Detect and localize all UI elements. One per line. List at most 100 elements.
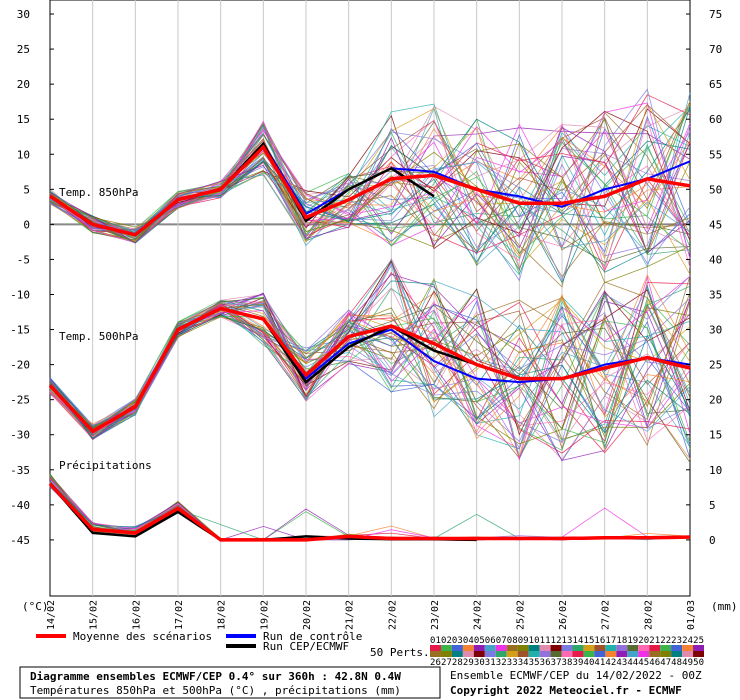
pert-swatch bbox=[671, 645, 683, 651]
panel-label: Temp. 500hPa bbox=[59, 330, 138, 343]
y-tick-label-right: 10 bbox=[709, 464, 722, 477]
title-line-2: Températures 850hPa et 500hPa (°C) , pré… bbox=[30, 684, 401, 697]
pert-swatch bbox=[682, 645, 694, 651]
pert-swatch bbox=[583, 645, 595, 651]
pert-swatch bbox=[561, 651, 573, 657]
pert-swatch bbox=[430, 651, 441, 657]
y-tick-label-right: 15 bbox=[709, 429, 722, 442]
y-unit-right: (mm) bbox=[711, 600, 738, 613]
ensemble-member-line bbox=[49, 140, 691, 284]
pert-swatch bbox=[451, 645, 463, 651]
y-tick-label-left: 10 bbox=[17, 148, 30, 161]
pert-swatch bbox=[649, 651, 661, 657]
pert-swatch bbox=[583, 651, 595, 657]
ensemble-member-line bbox=[49, 302, 691, 446]
pert-swatch bbox=[473, 645, 485, 651]
x-tick-label: 14/02 bbox=[46, 600, 57, 630]
pert-swatch bbox=[484, 651, 496, 657]
ensemble-member-line bbox=[49, 115, 691, 253]
title-box bbox=[19, 666, 441, 699]
y-unit-left: (°C) bbox=[22, 600, 49, 613]
pert-swatch bbox=[616, 645, 628, 651]
y-tick-label-left: 5 bbox=[23, 183, 30, 196]
legend-perts-label: 50 Perts. bbox=[370, 646, 430, 659]
ensemble-member-line bbox=[49, 127, 691, 242]
x-tick-label: 16/02 bbox=[131, 600, 142, 630]
y-tick-label-left: -40 bbox=[10, 499, 30, 512]
x-tick-label: 21/02 bbox=[345, 600, 356, 630]
x-tick-label: 20/02 bbox=[302, 600, 313, 630]
pert-swatch bbox=[594, 645, 606, 651]
y-tick-label-right: 55 bbox=[709, 148, 722, 161]
x-tick-label: 19/02 bbox=[259, 600, 270, 630]
pert-swatch bbox=[638, 645, 650, 651]
pert-numbers-row2: 2627282930313233343536373839404142434445… bbox=[430, 658, 704, 668]
y-tick-label-right: 65 bbox=[709, 78, 722, 91]
legend-control-label: Run de contrôle bbox=[263, 630, 362, 643]
y-tick-label-right: 20 bbox=[709, 394, 722, 407]
pert-swatch bbox=[495, 645, 507, 651]
y-tick-label-right: 75 bbox=[709, 8, 722, 21]
run-info: Ensemble ECMWF/CEP du 14/02/2022 - 00Z bbox=[450, 669, 702, 682]
x-tick-label: 17/02 bbox=[174, 600, 185, 630]
x-tick-label: 27/02 bbox=[601, 600, 612, 630]
pert-swatch bbox=[638, 651, 650, 657]
pert-swatch bbox=[693, 651, 704, 657]
y-tick-label-left: -5 bbox=[17, 253, 30, 266]
pert-swatch bbox=[627, 651, 639, 657]
x-tick-label: 01/03 bbox=[686, 600, 697, 630]
y-tick-label-right: 5 bbox=[709, 499, 716, 512]
ensemble-member-line bbox=[49, 275, 691, 461]
pert-swatch bbox=[660, 645, 672, 651]
pert-swatch bbox=[440, 645, 452, 651]
pert-swatch bbox=[462, 645, 474, 651]
legend-mean-label: Moyenne des scénarios bbox=[73, 630, 212, 643]
y-tick-label-left: -15 bbox=[10, 324, 30, 337]
pert-swatch bbox=[550, 645, 562, 651]
y-tick-label-left: 25 bbox=[17, 43, 30, 56]
pert-swatch bbox=[451, 651, 463, 657]
pert-swatch bbox=[693, 645, 704, 651]
y-tick-label-left: -45 bbox=[10, 534, 30, 547]
ensemble-member-line bbox=[49, 122, 691, 252]
panel-label: Temp. 850hPa bbox=[59, 186, 138, 199]
pert-swatch bbox=[462, 651, 474, 657]
y-tick-label-right: 0 bbox=[709, 534, 716, 547]
x-tick-label: 24/02 bbox=[473, 600, 484, 630]
pert-swatch bbox=[682, 651, 694, 657]
y-tick-label-left: -35 bbox=[10, 464, 30, 477]
pert-swatch bbox=[561, 645, 573, 651]
pert-swatch bbox=[649, 645, 661, 651]
ensemble-member-line bbox=[49, 102, 691, 259]
y-tick-label-left: 15 bbox=[17, 113, 30, 126]
y-tick-label-right: 70 bbox=[709, 43, 722, 56]
pert-swatch bbox=[528, 651, 540, 657]
pert-swatch bbox=[671, 651, 683, 657]
x-tick-label: 15/02 bbox=[89, 600, 100, 630]
panel-label: Précipitations bbox=[59, 459, 152, 472]
y-tick-label-right: 30 bbox=[709, 324, 722, 337]
mean-line bbox=[48, 306, 691, 434]
y-tick-label-left: 30 bbox=[17, 8, 30, 21]
legend-oper-label: Run CEP/ECMWF bbox=[263, 640, 349, 653]
ensemble-member-line bbox=[49, 297, 691, 449]
y-tick-label-right: 45 bbox=[709, 218, 722, 231]
y-tick-label-left: 20 bbox=[17, 78, 30, 91]
pert-swatch bbox=[517, 645, 529, 651]
y-tick-label-right: 35 bbox=[709, 288, 722, 301]
ensemble-member-line bbox=[49, 105, 691, 273]
pert-swatch bbox=[440, 651, 452, 657]
pert-swatch bbox=[550, 651, 562, 657]
pert-swatch bbox=[473, 651, 485, 657]
y-tick-label-left: -25 bbox=[10, 394, 30, 407]
pert-swatch bbox=[594, 651, 606, 657]
pert-swatch bbox=[616, 651, 628, 657]
x-tick-label: 25/02 bbox=[515, 600, 526, 630]
pert-swatch bbox=[506, 645, 518, 651]
x-tick-label: 18/02 bbox=[217, 600, 228, 630]
pert-swatch bbox=[539, 645, 551, 651]
mean-line bbox=[48, 482, 691, 542]
y-tick-label-right: 40 bbox=[709, 253, 722, 266]
pert-swatch bbox=[660, 651, 672, 657]
